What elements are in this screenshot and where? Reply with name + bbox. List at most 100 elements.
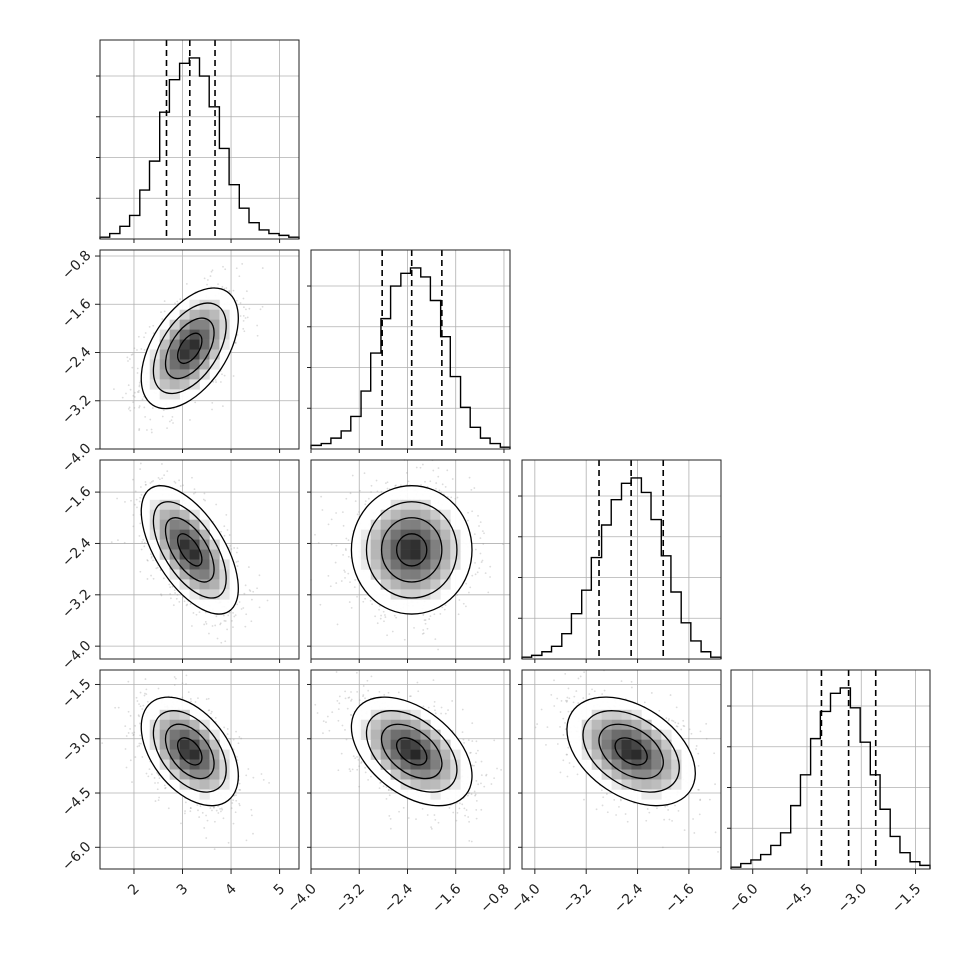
panel-frame <box>99 669 300 870</box>
scatter-point <box>127 407 130 410</box>
panel-2-2 <box>518 459 722 663</box>
density-bin <box>189 529 200 540</box>
scatter-point <box>181 682 184 685</box>
scatter-point <box>378 690 381 693</box>
density-bin <box>189 579 200 590</box>
density-bin <box>169 509 180 520</box>
density-bin <box>410 549 421 560</box>
density-bin <box>400 549 411 560</box>
density-bin <box>169 759 180 770</box>
scatter-point <box>183 600 186 603</box>
scatter-point <box>252 832 254 835</box>
scatter-point <box>479 552 482 555</box>
scatter-point <box>466 794 469 797</box>
scatter-point <box>158 478 161 481</box>
scatter-point <box>167 807 170 810</box>
scatter-point <box>237 560 240 563</box>
scatter-point <box>483 532 485 535</box>
scatter-point <box>362 694 365 696</box>
scatter-point <box>136 349 138 351</box>
scatter-point <box>202 498 205 501</box>
density-bin <box>159 519 170 530</box>
density-bin <box>169 519 180 530</box>
density-bin <box>199 729 210 740</box>
density-bin <box>370 559 381 570</box>
scatter-point <box>139 486 142 488</box>
density-bin <box>169 369 180 380</box>
density-bin <box>219 779 230 790</box>
scatter-point <box>125 766 128 769</box>
density-bin <box>179 749 190 760</box>
scatter-point <box>124 501 126 503</box>
scatter-point <box>150 480 153 483</box>
scatter-point <box>138 406 141 409</box>
scatter-point <box>235 799 238 802</box>
scatter-point <box>132 394 135 397</box>
density-bin <box>390 549 401 560</box>
y-tick-label: −4.5 <box>59 785 94 820</box>
scatter-point <box>135 498 138 501</box>
scatter-point <box>222 265 224 268</box>
scatter-point <box>468 820 471 823</box>
scatter-point <box>424 480 426 483</box>
scatter-point <box>234 811 237 814</box>
scatter-point <box>244 317 247 319</box>
scatter-point <box>422 632 425 635</box>
scatter-point <box>152 480 155 482</box>
scatter-point <box>454 497 457 500</box>
scatter-point <box>369 599 372 602</box>
scatter-point <box>343 569 346 572</box>
scatter-point <box>251 598 253 601</box>
density-bin <box>169 709 180 721</box>
scatter-point <box>468 476 471 479</box>
scatter-point <box>138 500 141 503</box>
scatter-point <box>471 574 474 577</box>
scatter-point <box>479 521 482 524</box>
scatter-point <box>170 419 173 422</box>
scatter-point <box>182 596 184 599</box>
scatter-point <box>146 559 149 561</box>
scatter-point <box>243 592 246 595</box>
scatter-point <box>186 603 189 606</box>
scatter-point <box>221 808 224 811</box>
density-bin <box>199 329 210 340</box>
scatter-point <box>170 597 172 600</box>
density-bin <box>440 569 451 580</box>
density-bin <box>149 499 160 511</box>
scatter-point <box>237 742 240 745</box>
density-bin <box>209 349 220 360</box>
panel-1-0: −0.8−1.6−2.4−3.2−4.0 <box>59 248 300 476</box>
scatter-point <box>146 578 149 580</box>
scatter-point <box>224 640 227 643</box>
panel-frame <box>99 459 300 660</box>
scatter-point <box>451 478 454 480</box>
scatter-point <box>197 809 199 812</box>
density-bin <box>159 369 170 380</box>
scatter-point <box>258 606 261 609</box>
scatter-point <box>236 759 239 762</box>
scatter-point <box>157 774 160 777</box>
histogram-step-2 <box>521 477 722 659</box>
y-tick-label: −3.2 <box>59 392 94 427</box>
scatter-point <box>199 805 202 808</box>
scatter-point <box>221 285 224 288</box>
panel-2-1 <box>307 459 511 663</box>
scatter-point <box>135 696 138 699</box>
density-bin <box>179 549 190 560</box>
scatter-point <box>203 827 206 829</box>
scatter-point <box>245 613 248 616</box>
scatter-point <box>143 336 145 339</box>
density-bin <box>400 579 411 590</box>
scatter-point <box>245 839 248 842</box>
scatter-point <box>249 590 252 592</box>
scatter-point <box>157 476 160 479</box>
scatter-point <box>232 799 235 801</box>
scatter-point <box>161 477 164 480</box>
scatter-point <box>150 556 153 559</box>
scatter-point <box>172 422 174 424</box>
scatter-point <box>222 614 225 617</box>
scatter-point <box>459 802 461 805</box>
scatter-point <box>242 327 245 330</box>
scatter-point <box>430 826 433 829</box>
density-bin <box>199 539 210 550</box>
